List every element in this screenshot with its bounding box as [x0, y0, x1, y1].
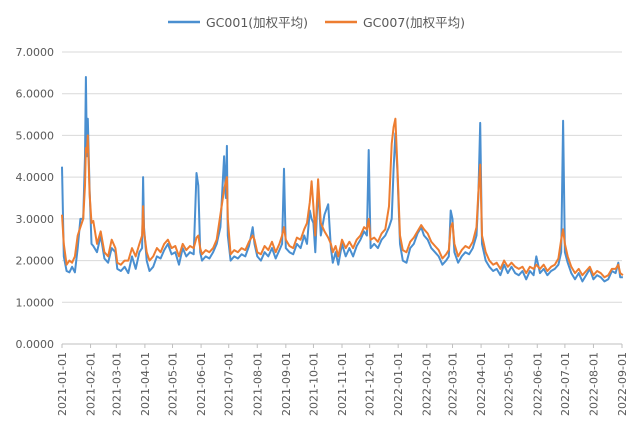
x-tick-label: 2021-05-01 — [167, 352, 180, 416]
x-tick-label: 2021-12-01 — [364, 352, 377, 416]
x-tick-label: 2021-09-01 — [280, 352, 293, 416]
x-axis-ticks: 2021-01-01 2021-02-01 2021-03-01 2021-04-01… — [56, 344, 629, 416]
legend: GC001(加权平均) GC007(加权平均) — [168, 15, 465, 30]
y-tick-label: 5.0000 — [16, 129, 55, 142]
y-tick-label: 4.0000 — [16, 171, 55, 184]
x-tick-label: 2022-02-01 — [421, 352, 434, 416]
x-tick-label: 2021-01-01 — [56, 352, 69, 416]
series-line-gc007 — [61, 117, 624, 279]
y-tick-label: 7.0000 — [16, 46, 55, 59]
x-tick-label: 2021-08-01 — [251, 352, 264, 416]
y-tick-label: 6.0000 — [16, 88, 55, 101]
x-tick-label: 2022-04-01 — [475, 352, 488, 416]
x-tick-label: 2022-08-01 — [587, 352, 600, 416]
x-tick-label: 2022-06-01 — [531, 352, 544, 416]
series-line-gc001 — [61, 76, 623, 283]
x-tick-label: 2021-03-01 — [110, 352, 123, 416]
y-axis-ticks: 0.0000 1.0000 2.0000 3.0000 4.0000 5.0000 6.00… — [16, 46, 55, 351]
x-tick-label: 2021-06-01 — [195, 352, 208, 416]
series-lines — [61, 76, 624, 283]
legend-label-gc007: GC007(加权平均) — [363, 15, 465, 30]
legend-label-gc001: GC001(加权平均) — [206, 15, 308, 30]
x-tick-label: 2021-11-01 — [336, 352, 349, 416]
y-tick-label: 3.0000 — [16, 213, 55, 226]
gridlines — [62, 51, 622, 345]
x-tick-label: 2021-10-01 — [307, 352, 320, 416]
x-tick-label: 2021-04-01 — [139, 352, 152, 416]
x-tick-label: 2022-07-01 — [559, 352, 572, 416]
x-tick-label: 2022-03-01 — [447, 352, 460, 416]
y-tick-label: 0.0000 — [16, 338, 55, 351]
x-tick-label: 2022-05-01 — [503, 352, 516, 416]
x-tick-label: 2022-01-01 — [392, 352, 405, 416]
x-tick-label: 2021-07-01 — [223, 352, 236, 416]
y-tick-label: 1.0000 — [16, 296, 55, 309]
y-tick-label: 2.0000 — [16, 255, 55, 268]
x-tick-label: 2022-09-01 — [616, 352, 629, 416]
x-tick-label: 2021-02-01 — [85, 352, 98, 416]
